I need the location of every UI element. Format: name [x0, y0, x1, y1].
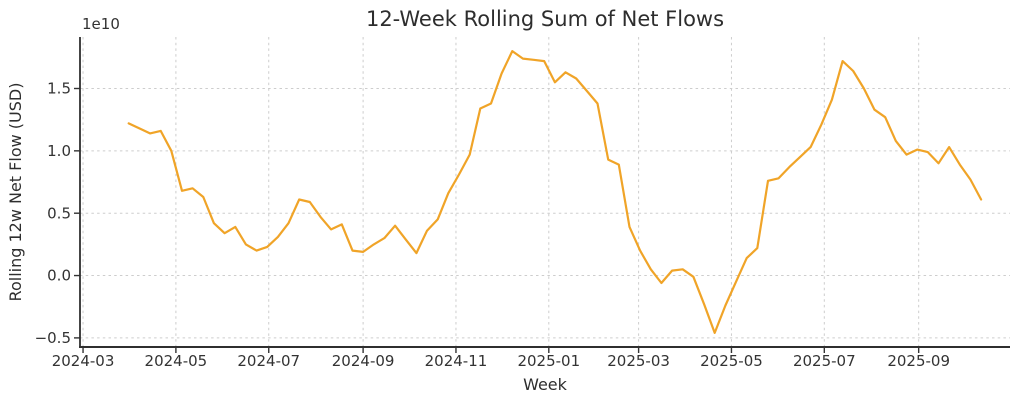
x-tick-label: 2024-09: [332, 352, 395, 370]
y-tick-label: 0.0: [47, 267, 71, 285]
x-tick-label: 2024-07: [237, 352, 300, 370]
x-tick-label: 2025-01: [517, 352, 580, 370]
y-tick-label: −0.5: [35, 329, 71, 347]
chart-title: 12-Week Rolling Sum of Net Flows: [366, 7, 724, 31]
tick-labels: −0.5 0.0 0.5 1.0 1.5 2024-03 2024-05 2024-07 202…: [35, 80, 950, 370]
x-tick-label: 2025-03: [607, 352, 670, 370]
x-tick-label: 2024-11: [425, 352, 488, 370]
y-tick-label: 1.5: [47, 80, 71, 98]
gridlines: [80, 37, 1010, 347]
x-axis-label: Week: [523, 375, 568, 394]
x-tick-label: 2025-07: [793, 352, 856, 370]
x-tick-label: 2025-09: [887, 352, 950, 370]
net-flow-line: [127, 49, 983, 334]
x-tick-label: 2024-03: [52, 352, 115, 370]
y-axis-offset-label: 1e10: [82, 15, 120, 33]
x-tick-label: 2024-05: [145, 352, 208, 370]
y-tick-label: 1.0: [47, 142, 71, 160]
tick-marks: [74, 87, 920, 353]
axis-spines: [79, 37, 1010, 348]
x-tick-label: 2025-05: [700, 352, 763, 370]
y-axis-label: Rolling 12w Net Flow (USD): [6, 83, 25, 302]
y-tick-label: 0.5: [47, 204, 71, 222]
